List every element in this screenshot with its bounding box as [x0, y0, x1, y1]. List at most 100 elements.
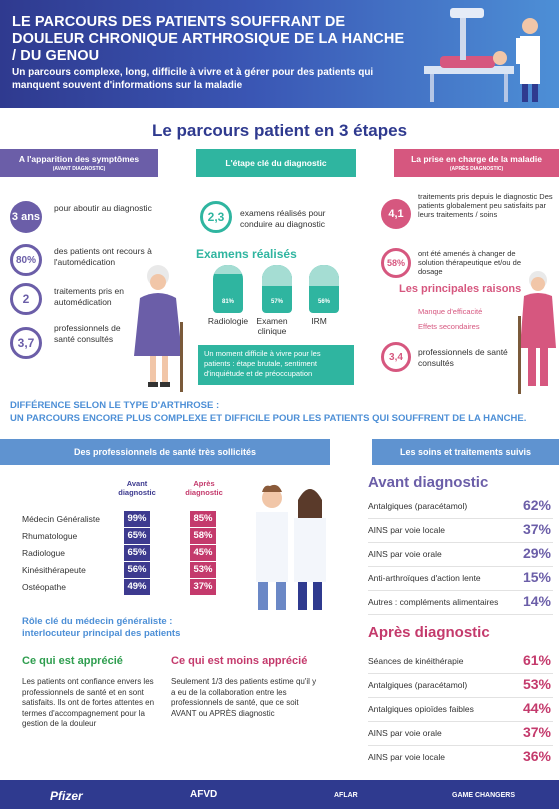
treatment-name: Anti-arthroïques d'action lente — [368, 573, 481, 583]
treatment-name: Autres : compléments alimentaires — [368, 597, 499, 607]
prof-before: 65% — [124, 528, 150, 544]
page-subtitle: Un parcours complexe, long, difficile à … — [12, 67, 374, 91]
treatment-value: 44% — [522, 700, 551, 716]
treatment-row: Anti-arthroïques d'action lente 15% — [368, 567, 553, 591]
stat-text: professionnels de santé consultés — [418, 347, 508, 368]
stat-value: 3,4 — [381, 342, 411, 372]
treatment-name: AINS par voie orale — [368, 728, 442, 738]
prof-after: 58% — [190, 528, 216, 544]
treatment-name: Antalgiques (paracétamol) — [368, 680, 468, 690]
treatment-name: Antalgiques opioïdes faibles — [368, 704, 474, 714]
treatment-value: 62% — [522, 497, 551, 513]
treatment-row: Autres : compléments alimentaires 14% — [368, 591, 553, 615]
prof-name: Radiologue — [22, 548, 66, 558]
stage3-sublabel: (APRÈS DIAGNOSTIC) — [449, 166, 504, 172]
stat-text: examens réalisés pour conduire au diagno… — [240, 208, 326, 229]
prof-row: Rhumatologue 65% 58% — [22, 528, 232, 545]
role-line1: Rôle clé du médecin généraliste : — [22, 616, 173, 627]
exam-label: IRM — [311, 316, 327, 326]
prof-before: 65% — [124, 545, 150, 561]
exam-pill-empty — [262, 265, 292, 286]
role-line2: interlocuteur principal des patients — [22, 628, 181, 639]
prof-name: Ostéopathe — [22, 582, 66, 592]
stat-text: traitements pris en automédication — [54, 286, 124, 307]
afvd-logo[interactable]: AFVD — [190, 789, 218, 800]
treatment-value: 29% — [522, 545, 551, 561]
prof-row: Radiologue 65% 45% — [22, 545, 232, 562]
treatment-row: Antalgiques opioïdes faibles 44% — [368, 698, 553, 722]
treatment-row: AINS par voie locale 36% — [368, 746, 553, 770]
aflar-logo[interactable]: AFLAR — [334, 792, 358, 799]
treatment-value: 15% — [522, 569, 551, 585]
footer-bar: Pfizer AFVD AFLAR GAME CHANGERS — [0, 780, 559, 809]
less-appreciated-text: Seulement 1/3 des patients estime qu'il … — [171, 677, 317, 718]
reasons-title: Les principales raisons — [399, 283, 522, 295]
treatment-value: 37% — [522, 521, 551, 537]
treatment-row: Antalgiques (paracétamol) 62% — [368, 495, 553, 519]
prof-name: Kinésithérapeute — [22, 565, 86, 575]
treatments-after-title: Après diagnostic — [368, 624, 490, 641]
prof-after: 45% — [190, 545, 216, 561]
game-changers-logo[interactable]: GAME CHANGERS — [452, 792, 516, 799]
exam-pill-empty — [213, 265, 243, 274]
stage2-note: Un moment difficile à vivre pour les pat… — [198, 345, 354, 385]
treatment-name: Antalgiques (paracétamol) — [368, 501, 468, 511]
treatment-row: Séances de kinéithérapie 61% — [368, 650, 553, 674]
prof-before: 49% — [124, 579, 150, 595]
reason-item: Effets secondaires — [418, 322, 480, 331]
difference-line2: UN PARCOURS ENCORE PLUS COMPLEXE ET DIFF… — [10, 413, 527, 424]
stage1-label: A l'apparition des symptômes — [18, 154, 140, 164]
exam-pill: 56% — [309, 265, 339, 313]
stat-value: 80% — [10, 244, 42, 276]
treatment-value: 36% — [522, 748, 551, 764]
elderly-woman-illustration — [134, 265, 183, 392]
prof-before: 99% — [124, 511, 150, 527]
prof-row: Ostéopathe 49% 37% — [22, 579, 232, 596]
col-before: Avant diagnostic — [118, 479, 156, 497]
doctors-illustration — [256, 484, 326, 610]
treatments-before-title: Avant diagnostic — [368, 474, 489, 491]
exam-label: Radiologie — [207, 316, 249, 326]
prof-name: Rhumatologue — [22, 531, 78, 541]
prof-name: Médecin Généraliste — [22, 514, 100, 524]
hospital-illustration — [424, 8, 540, 102]
stage2-label: L'étape clé du diagnostic — [225, 158, 327, 168]
exam-pill: 81% — [213, 265, 243, 313]
stage1-sublabel: (AVANT DIAGNOSTIC) — [52, 166, 106, 172]
treatment-row: AINS par voie orale 37% — [368, 722, 553, 746]
prof-row: Médecin Généraliste 99% 85% — [22, 511, 232, 528]
treatment-value: 14% — [522, 593, 551, 609]
role-callout: Rôle clé du médecin généraliste : interl… — [22, 616, 180, 640]
treatments-band: Les soins et traitements suivis — [372, 439, 559, 465]
professionals-band: Des professionnels de santé très sollici… — [0, 439, 330, 465]
treatment-row: AINS par voie locale 37% — [368, 519, 553, 543]
stage3-header: La prise en charge de la maladie (APRÈS … — [394, 149, 559, 177]
page-title: LE PARCOURS DES PATIENTS SOUFFRANT DE DO… — [12, 14, 405, 64]
treatment-name: Séances de kinéithérapie — [368, 656, 464, 666]
reason-item: Manque d'efficacité — [418, 307, 483, 316]
exam-pill-empty — [309, 265, 339, 286]
exam-pill-value: 56% — [317, 299, 330, 305]
prof-row: Kinésithérapeute 56% 53% — [22, 562, 232, 579]
less-appreciated-title: Ce qui est moins apprécié — [171, 655, 308, 667]
col-after: Après diagnostic — [185, 479, 223, 497]
difference-callout: DIFFÉRENCE SELON LE TYPE D'ARTHROSE : UN… — [10, 399, 550, 425]
difference-line1: DIFFÉRENCE SELON LE TYPE D'ARTHROSE : — [10, 400, 220, 411]
stat-value: 3 ans — [10, 201, 42, 233]
treatment-row: Antalgiques (paracétamol) 53% — [368, 674, 553, 698]
stat-value: 58% — [381, 248, 411, 278]
exam-pill-value: 57% — [270, 299, 283, 305]
section-title: Le parcours patient en 3 étapes — [151, 121, 408, 140]
appreciated-text: Les patients ont confiance envers les pr… — [22, 677, 155, 728]
treatment-name: AINS par voie locale — [368, 752, 446, 762]
stat-text: professionnels de santé consultés — [54, 323, 121, 344]
appreciated-title: Ce qui est apprécié — [22, 655, 123, 667]
stat-text: des patients ont recours à l'automédicat… — [54, 246, 152, 267]
pfizer-logo[interactable]: Pfizer — [50, 789, 83, 803]
treatment-value: 53% — [522, 676, 551, 692]
prof-before: 56% — [124, 562, 150, 578]
stat-text: traitements pris depuis le diagnostic De… — [418, 192, 553, 219]
prof-after: 53% — [190, 562, 216, 578]
treatment-name: AINS par voie orale — [368, 549, 442, 559]
stat-value: 2,3 — [200, 201, 232, 233]
